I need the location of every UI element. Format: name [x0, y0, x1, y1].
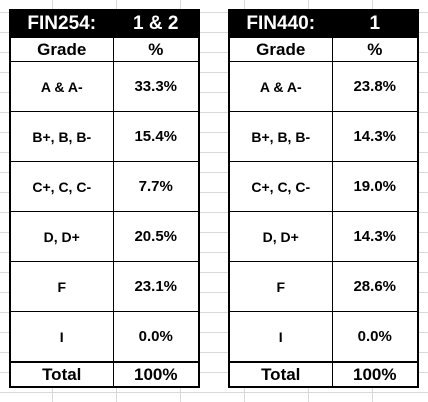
grade-cell: C+, C, C-: [9, 161, 114, 212]
grade-cell: I: [228, 311, 333, 363]
table-row: F 23.1%: [9, 261, 200, 312]
table-row: B+, B, B- 14.3%: [228, 111, 419, 162]
grade-cell: B+, B, B-: [228, 111, 333, 162]
percent-header: %: [112, 37, 200, 62]
percent-cell: 7.7%: [112, 161, 200, 212]
table-row: I 0.0%: [228, 311, 419, 363]
grade-cell: A & A-: [9, 61, 114, 112]
table-row: A & A- 23.8%: [228, 61, 419, 112]
table-row: C+, C, C- 7.7%: [9, 161, 200, 212]
percent-cell: 20.5%: [112, 211, 200, 262]
percent-cell: 0.0%: [112, 311, 200, 363]
title-row: FIN254: 1 & 2: [9, 9, 200, 38]
table-row: D, D+ 20.5%: [9, 211, 200, 262]
percent-cell: 23.1%: [112, 261, 200, 312]
grade-cell: F: [9, 261, 114, 312]
grade-cell: F: [228, 261, 333, 312]
grade-cell: I: [9, 311, 114, 363]
grade-cell: D, D+: [228, 211, 333, 262]
total-percent: 100%: [112, 361, 200, 388]
percent-cell: 14.3%: [331, 111, 419, 162]
percent-header: %: [331, 37, 419, 62]
total-label: Total: [228, 361, 333, 388]
grade-cell: C+, C, C-: [228, 161, 333, 212]
total-label: Total: [9, 361, 114, 388]
table-row: I 0.0%: [9, 311, 200, 363]
grade-table-fin254: FIN254: 1 & 2 Grade % A & A- 33.3% B+, B…: [9, 9, 200, 388]
header-row: Grade %: [228, 37, 419, 62]
total-percent: 100%: [331, 361, 419, 388]
table-row: D, D+ 14.3%: [228, 211, 419, 262]
course-sections: 1: [331, 9, 419, 38]
course-code: FIN254:: [9, 9, 114, 38]
grade-cell: B+, B, B-: [9, 111, 114, 162]
grade-header: Grade: [228, 37, 333, 62]
total-row: Total 100%: [228, 361, 419, 388]
grade-table-fin440: FIN440: 1 Grade % A & A- 23.8% B+, B, B-…: [228, 9, 419, 388]
table-row: F 28.6%: [228, 261, 419, 312]
course-sections: 1 & 2: [112, 9, 200, 38]
percent-cell: 28.6%: [331, 261, 419, 312]
table-row: B+, B, B- 15.4%: [9, 111, 200, 162]
table-row: A & A- 33.3%: [9, 61, 200, 112]
percent-cell: 33.3%: [112, 61, 200, 112]
header-row: Grade %: [9, 37, 200, 62]
percent-cell: 19.0%: [331, 161, 419, 212]
percent-cell: 15.4%: [112, 111, 200, 162]
grade-cell: D, D+: [9, 211, 114, 262]
percent-cell: 0.0%: [331, 311, 419, 363]
title-row: FIN440: 1: [228, 9, 419, 38]
percent-cell: 23.8%: [331, 61, 419, 112]
grade-cell: A & A-: [228, 61, 333, 112]
percent-cell: 14.3%: [331, 211, 419, 262]
total-row: Total 100%: [9, 361, 200, 388]
course-code: FIN440:: [228, 9, 333, 38]
grade-header: Grade: [9, 37, 114, 62]
table-row: C+, C, C- 19.0%: [228, 161, 419, 212]
